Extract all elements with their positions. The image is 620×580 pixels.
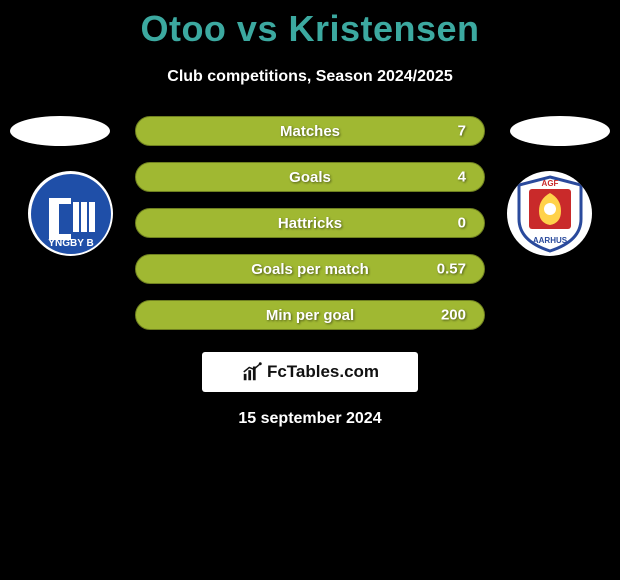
stat-bar-matches: Matches 7	[135, 116, 485, 146]
stat-bar-min-per-goal: Min per goal 200	[135, 300, 485, 330]
comparison-panel: YNGBY B AARHUS AGF Matches 7 Goals 4 Hat…	[0, 116, 620, 428]
page-title: Otoo vs Kristensen	[0, 0, 620, 50]
brand-badge[interactable]: FcTables.com	[202, 352, 418, 392]
agf-logo-icon: AARHUS AGF	[515, 175, 585, 253]
club-badge-right: AARHUS AGF	[507, 171, 592, 256]
stat-label: Hattricks	[278, 215, 342, 232]
page-subtitle: Club competitions, Season 2024/2025	[0, 68, 620, 86]
stat-value: 200	[441, 307, 466, 324]
stat-label: Matches	[280, 123, 340, 140]
stat-label: Min per goal	[266, 307, 354, 324]
date-text: 15 september 2024	[0, 410, 620, 428]
lyngby-logo-icon: YNGBY B	[31, 174, 111, 254]
stat-value: 4	[458, 169, 466, 186]
chart-icon	[241, 361, 263, 383]
club-badge-left: YNGBY B	[28, 171, 113, 256]
player-avatar-left	[10, 116, 110, 146]
brand-text: FcTables.com	[267, 362, 379, 382]
svg-text:YNGBY B: YNGBY B	[48, 238, 93, 249]
stat-bar-goals-per-match: Goals per match 0.57	[135, 254, 485, 284]
stat-bar-goals: Goals 4	[135, 162, 485, 192]
stats-bars: Matches 7 Goals 4 Hattricks 0 Goals per …	[135, 116, 485, 330]
player-avatar-right	[510, 116, 610, 146]
stat-bar-hattricks: Hattricks 0	[135, 208, 485, 238]
stat-label: Goals	[289, 169, 331, 186]
stat-value: 0.57	[437, 261, 466, 278]
stat-value: 0	[458, 215, 466, 232]
svg-text:AGF: AGF	[541, 179, 558, 188]
stat-value: 7	[458, 123, 466, 140]
stat-label: Goals per match	[251, 261, 369, 278]
svg-text:AARHUS: AARHUS	[532, 236, 567, 245]
